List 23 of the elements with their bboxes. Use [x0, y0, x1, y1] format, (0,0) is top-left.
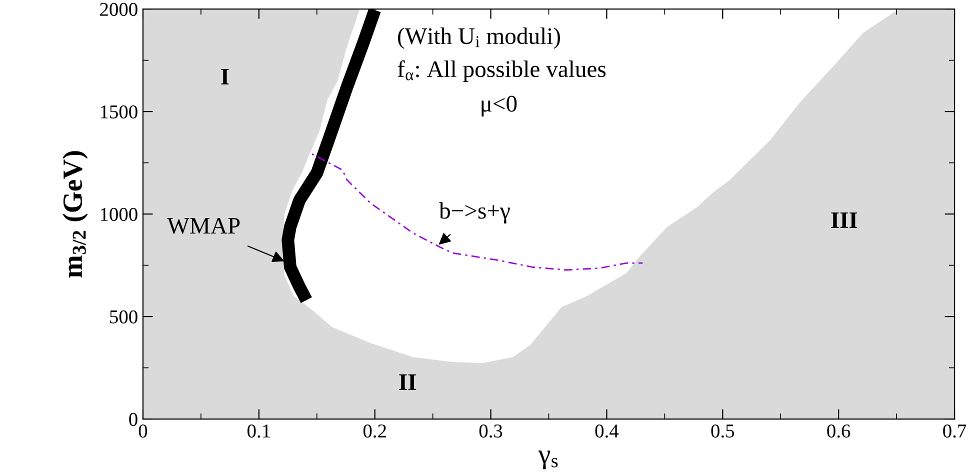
annotation: f$_{α}$: All possible values [398, 60, 606, 82]
y-tick-label: 1500 [100, 105, 138, 118]
x-tick-label: 0.4 [595, 424, 619, 438]
annotation: μ<0 [482, 96, 517, 117]
annotation: I [221, 68, 229, 84]
x-tick-label: 0.1 [248, 424, 270, 438]
x-tick-label: 0.6 [827, 424, 850, 438]
x-tick-label: 0.2 [363, 424, 386, 438]
y-axis-title: m$_{3/2}$ (GeV) [62, 151, 88, 278]
y-tick-label: 2000 [100, 2, 138, 16]
y-tick-label: 1000 [100, 208, 138, 221]
x-tick-label: 0.3 [479, 424, 502, 438]
y-tick-label: 500 [110, 310, 138, 324]
annotation: III [831, 212, 858, 228]
annotation: II [399, 374, 416, 390]
x-tick-label: 0 [138, 424, 148, 438]
x-tick-label: 0.7 [943, 424, 966, 438]
annotation: b−>s+γ [439, 202, 510, 224]
x-tick-label: 0.5 [711, 424, 734, 438]
x-axis-title: γ$_{s}$ [538, 450, 558, 470]
y-tick-label: 0 [129, 412, 138, 426]
annotation: (With U$_{i}$ moduli) [398, 27, 560, 49]
annotation: WMAP [167, 218, 240, 234]
